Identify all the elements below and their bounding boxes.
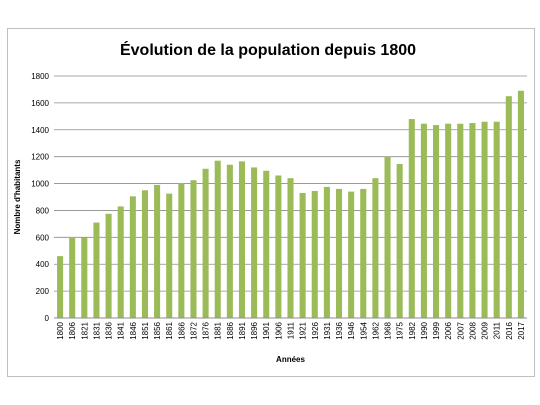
bar-2009 xyxy=(481,121,488,318)
x-tick-label: 1846 xyxy=(129,321,138,339)
bar-1911 xyxy=(287,178,294,318)
x-tick-label: 1962 xyxy=(371,321,380,339)
x-tick-label: 1836 xyxy=(105,321,114,339)
bar-2007 xyxy=(457,123,464,318)
x-tick-label: 2017 xyxy=(517,321,526,339)
y-axis-ticks: 0 200 400 600 800 1000 1200 1400 1600 1800 xyxy=(31,72,49,323)
x-tick-label: 1911 xyxy=(287,321,296,339)
x-axis-ticks: 1800 1806 1821 1831 1836 1841 1846 1851 1856 1861… xyxy=(56,321,526,339)
x-tick-label: 1821 xyxy=(80,321,89,339)
bar-1931 xyxy=(323,186,330,318)
x-tick-label: 1856 xyxy=(153,321,162,339)
x-tick-label: 1975 xyxy=(396,321,405,339)
y-tick-label: 1400 xyxy=(31,126,49,135)
x-tick-label: 1921 xyxy=(299,321,308,339)
bar-1926 xyxy=(311,190,318,318)
y-tick-label: 1000 xyxy=(31,180,49,189)
x-tick-label: 1931 xyxy=(323,321,332,339)
y-tick-label: 200 xyxy=(36,287,50,296)
bar-1901 xyxy=(263,170,270,318)
y-tick-label: 800 xyxy=(36,206,50,215)
x-tick-label: 1841 xyxy=(117,321,126,339)
bar-1906 xyxy=(275,175,282,318)
bar-1806 xyxy=(69,238,76,318)
x-tick-label: 2007 xyxy=(456,321,465,339)
bar-2008 xyxy=(469,123,476,318)
x-tick-label: 1876 xyxy=(202,321,211,339)
bar-1954 xyxy=(360,188,367,318)
x-tick-label: 1800 xyxy=(56,321,65,339)
x-tick-label: 1901 xyxy=(262,321,271,339)
bar-1800 xyxy=(57,256,64,318)
bar-1990 xyxy=(420,123,427,318)
x-tick-label: 1982 xyxy=(408,321,417,339)
bar-1876 xyxy=(202,168,209,318)
x-tick-label: 2009 xyxy=(481,321,490,339)
x-tick-label: 1906 xyxy=(274,321,283,339)
y-tick-label: 400 xyxy=(36,260,50,269)
x-tick-label: 1861 xyxy=(165,321,174,339)
bar-2011 xyxy=(493,121,500,318)
bar-1881 xyxy=(214,160,221,318)
bar-1872 xyxy=(190,180,197,318)
bar-1851 xyxy=(141,190,148,318)
bar-1896 xyxy=(251,167,258,318)
x-tick-label: 1831 xyxy=(92,321,101,339)
chart-frame: Évolution de la population depuis 1800 0… xyxy=(7,28,535,377)
x-tick-label: 1936 xyxy=(335,321,344,339)
bar-2016 xyxy=(505,96,512,319)
x-tick-label: 1881 xyxy=(214,321,223,339)
bar-2017 xyxy=(517,90,524,319)
bar-1946 xyxy=(348,191,355,318)
bar-1846 xyxy=(129,196,136,318)
bar-1861 xyxy=(166,193,173,318)
bar-1962 xyxy=(372,178,379,318)
bar-1831 xyxy=(93,222,100,318)
bar-1891 xyxy=(238,161,246,318)
x-tick-label: 2016 xyxy=(505,321,514,339)
bar-chart: Évolution de la population depuis 1800 0… xyxy=(13,40,527,364)
bar-1968 xyxy=(384,156,391,318)
bar-2006 xyxy=(445,123,452,318)
x-axis-title: Années xyxy=(276,355,305,364)
x-tick-label: 1891 xyxy=(238,321,247,339)
y-tick-label: 1600 xyxy=(31,99,49,108)
bar-1841 xyxy=(117,206,124,318)
y-tick-label: 0 xyxy=(45,314,50,323)
chart-title: Évolution de la population depuis 1800 xyxy=(120,40,416,59)
x-tick-label: 1866 xyxy=(177,321,186,339)
x-tick-label: 1968 xyxy=(384,321,393,339)
y-tick-label: 1800 xyxy=(31,72,49,81)
bar-1936 xyxy=(335,188,343,318)
y-tick-label: 600 xyxy=(36,233,50,242)
y-tick-label: 1200 xyxy=(31,153,49,162)
x-tick-label: 2006 xyxy=(444,321,453,339)
bar-1856 xyxy=(154,184,161,318)
bar-1921 xyxy=(299,192,306,318)
x-tick-label: 1896 xyxy=(250,321,259,339)
bar-1975 xyxy=(396,164,403,318)
x-tick-label: 2011 xyxy=(493,321,502,339)
x-tick-label: 1806 xyxy=(68,321,77,339)
bar-1866 xyxy=(178,183,185,318)
bar-1821 xyxy=(81,237,88,318)
bar-1836 xyxy=(105,213,112,318)
x-tick-label: 1999 xyxy=(432,321,441,339)
y-axis-title: Nombre d'habitants xyxy=(13,159,22,234)
bar-1999 xyxy=(433,125,440,318)
x-tick-label: 2008 xyxy=(468,321,477,339)
x-tick-label: 1872 xyxy=(189,321,198,339)
bar-1886 xyxy=(226,164,233,318)
bar-1982 xyxy=(408,119,415,319)
x-tick-label: 1990 xyxy=(420,321,429,339)
x-tick-label: 1946 xyxy=(347,321,356,339)
x-tick-label: 1851 xyxy=(141,321,150,339)
x-tick-label: 1954 xyxy=(359,321,368,339)
x-tick-label: 1886 xyxy=(226,321,235,339)
bars xyxy=(57,90,524,319)
x-tick-label: 1926 xyxy=(311,321,320,339)
